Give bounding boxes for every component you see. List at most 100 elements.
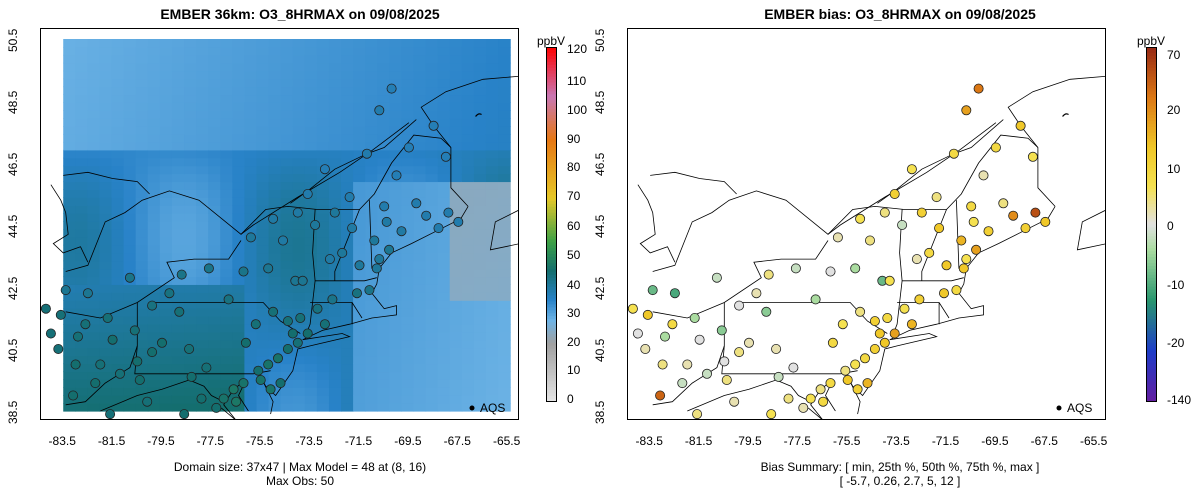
heatmap-cell (196, 126, 209, 135)
colorbar-segment (546, 76, 557, 81)
colorbar-segment (1146, 265, 1157, 270)
heatmap-cell (196, 173, 209, 183)
heatmap-cell (449, 236, 463, 246)
heatmap-cell (159, 110, 173, 119)
heatmap-cell (220, 316, 233, 325)
heatmap-cell (377, 244, 390, 254)
heatmap-cell (171, 133, 185, 143)
colorbar-segment (1146, 85, 1157, 89)
heatmap-cell (328, 403, 342, 412)
heatmap-cell (99, 149, 113, 159)
station-point (90, 378, 101, 389)
heatmap-cell (208, 339, 221, 349)
heatmap-cell (268, 39, 282, 48)
station-point (692, 409, 703, 419)
heatmap-cell (304, 292, 318, 301)
heatmap-cell (280, 149, 294, 159)
heatmap-cell (87, 268, 101, 278)
heatmap-cell (365, 62, 378, 72)
heatmap-cell (341, 46, 354, 56)
heatmap-cell (147, 292, 161, 301)
heatmap-cell (75, 197, 88, 206)
heatmap-cell (498, 379, 511, 388)
heatmap-cell (341, 165, 354, 175)
station-point (729, 396, 740, 407)
heatmap-cell (244, 126, 258, 135)
heatmap-cell (425, 189, 439, 198)
heatmap-cell (208, 149, 221, 159)
heatmap-cell (449, 86, 463, 96)
heatmap-cell (461, 54, 475, 64)
heatmap-cell (461, 133, 475, 143)
heatmap-cell (437, 292, 451, 301)
heatmap-cell (389, 387, 403, 396)
heatmap-cell (111, 379, 125, 388)
heatmap-cell (316, 86, 330, 96)
heatmap-cell (171, 403, 185, 412)
colorbar-segment (546, 230, 557, 234)
heatmap-cell (377, 157, 390, 167)
heatmap-cell (75, 133, 88, 143)
station-point (862, 378, 873, 389)
heatmap-cell (159, 94, 173, 103)
heatmap-cell (341, 363, 354, 373)
heatmap-cell (75, 94, 88, 103)
heatmap-cell (377, 46, 390, 56)
colorbar-segment (1146, 393, 1157, 397)
border-line (489, 210, 518, 251)
heatmap-cell (353, 149, 366, 159)
heatmap-cell (147, 316, 161, 325)
heatmap-cell (377, 189, 390, 198)
heatmap-cell (353, 54, 366, 64)
colorbar-segment (1146, 200, 1157, 205)
heatmap-cell (461, 387, 475, 396)
heatmap-cell (328, 197, 342, 206)
heatmap-cell (425, 339, 439, 349)
heatmap-cell (365, 268, 378, 278)
heatmap-cell (196, 268, 209, 278)
heatmap-cell (220, 102, 233, 111)
heatmap-cell (159, 181, 173, 190)
heatmap-cell (232, 228, 245, 238)
heatmap-cell (365, 228, 378, 238)
heatmap-cell (425, 110, 439, 119)
colorbar-segment (1146, 295, 1157, 299)
heatmap-cell (473, 236, 487, 246)
heatmap-cell (256, 149, 270, 159)
x-tick-label: -77.5 (783, 434, 812, 448)
colorbar-segment (546, 147, 557, 152)
heatmap-cell (220, 39, 233, 48)
heatmap-cell (63, 228, 76, 238)
heatmap-cell (232, 308, 245, 317)
heatmap-cell (99, 205, 113, 214)
heatmap-cell (304, 54, 318, 64)
colorbar-tick-label: 10 (1167, 162, 1181, 176)
heatmap-cell (389, 141, 403, 151)
station-point (832, 232, 843, 243)
colorbar-segment (546, 363, 557, 367)
heatmap-cell (99, 141, 113, 151)
heatmap-cell (147, 236, 161, 246)
colorbar-segment (1146, 209, 1157, 214)
heatmap-cell (244, 300, 258, 309)
heatmap-cell (498, 300, 511, 309)
bias-panel: EMBER bias: O3_8HRMAX on 09/08/2025 AQS … (593, 0, 1200, 502)
heatmap-cell (328, 339, 342, 349)
heatmap-cell (75, 323, 88, 333)
stations (628, 83, 1051, 419)
station-point (231, 396, 242, 407)
heatmap-cell (268, 268, 282, 278)
heatmap-cell (184, 355, 197, 365)
heatmap-cell (461, 331, 475, 341)
heatmap-cell (256, 252, 270, 262)
heatmap-cell (196, 46, 209, 56)
heatmap-cell (377, 323, 390, 333)
heatmap-cell (147, 276, 161, 285)
station-point (1030, 207, 1041, 218)
heatmap-cell (461, 149, 475, 159)
x-tick-label: -71.5 (344, 434, 373, 448)
stations (41, 83, 464, 419)
heatmap-cell (196, 228, 209, 238)
heatmap-cell (437, 173, 451, 183)
station-point (443, 207, 454, 218)
